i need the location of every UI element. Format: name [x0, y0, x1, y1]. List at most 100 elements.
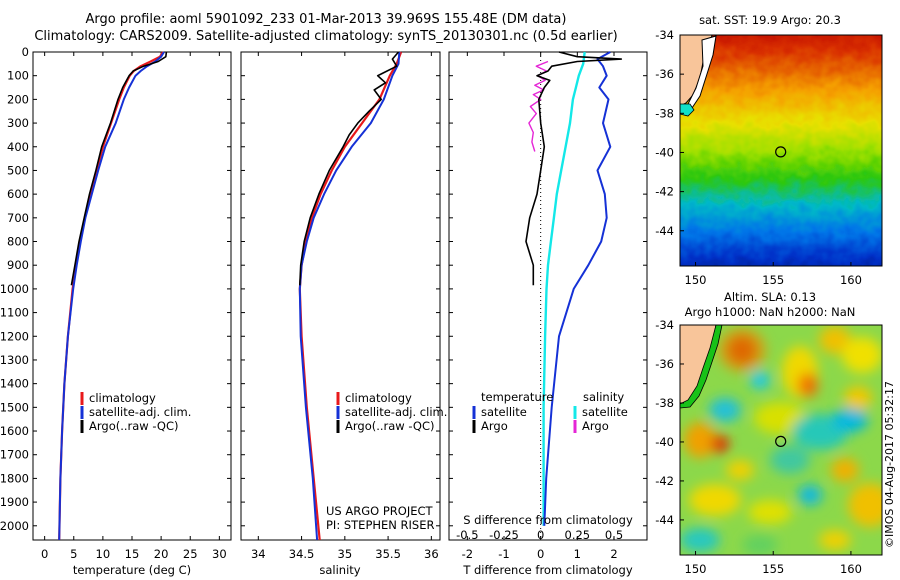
depth-tick-label: 1400 — [0, 377, 29, 391]
map-y-tick-label: -34 — [655, 318, 674, 332]
sla-coastal-band — [680, 325, 723, 409]
depth-tick-label: 400 — [7, 140, 29, 154]
s-tick-label: 0.25 — [565, 528, 591, 542]
sst-heatmap — [680, 35, 882, 266]
temperature-argo-diff-line — [525, 51, 623, 286]
depth-tick-label: 200 — [7, 92, 29, 106]
x-tick-label: 15 — [125, 547, 140, 561]
salinity-xlabel: salinity — [319, 563, 360, 577]
pi-credit: PI: STEPHEN RISER — [326, 518, 435, 532]
depth-tick-label: 600 — [7, 187, 29, 201]
salinity-series — [298, 51, 403, 541]
legend-label-s-argo: Argo — [582, 419, 609, 433]
legend-label-s-satellite: satellite — [582, 405, 628, 419]
salinity-axes-frame — [240, 51, 441, 541]
x-tick-label: 35.5 — [375, 547, 401, 561]
x-tick-label: 35 — [338, 547, 353, 561]
satellite-salinity-line — [298, 51, 401, 541]
argo-temperature-line — [70, 51, 168, 286]
map-y-tick-label: -42 — [655, 185, 674, 199]
s-difference-label: S difference from climatology — [463, 513, 633, 527]
temperature-series — [58, 51, 168, 541]
x-tick-label: 5 — [70, 547, 77, 561]
legend-label-argo: Argo(..raw -QC) — [345, 419, 435, 433]
x-tick-label: 2 — [610, 547, 617, 561]
sst-field — [680, 35, 882, 266]
sla-map-axes: 150 155 160 -34 -36 -38 -40 -42 -44 — [655, 318, 862, 576]
satellite-temperature-line — [58, 51, 165, 541]
legend-label-t-argo: Argo — [481, 419, 508, 433]
sla-argo-position-marker — [775, 435, 787, 447]
map-x-tick-label: 155 — [762, 562, 784, 576]
depth-tick-label: 1300 — [0, 353, 29, 367]
sst-map-axes: 150 155 160 -34 -36 -38 -40 -42 -44 — [655, 28, 862, 287]
map-y-tick-label: -40 — [655, 435, 674, 449]
depth-tick-label: 1200 — [0, 329, 29, 343]
x-tick-label: -1 — [498, 547, 509, 561]
map-y-tick-label: -36 — [655, 357, 674, 371]
temperature-legend: climatology satellite-adj. clim. Argo(..… — [80, 391, 191, 433]
sst-map-frame — [679, 34, 883, 267]
depth-tick-label: 100 — [7, 69, 29, 83]
figure-title-line-1: Argo profile: aoml 5901092_233 01-Mar-20… — [85, 12, 567, 27]
sst-missing-data-strip — [687, 35, 717, 109]
x-tick-label: 25 — [183, 547, 198, 561]
sla-map-title: Altim. SLA: 0.13 — [724, 290, 816, 304]
map-x-tick-label: 150 — [685, 562, 707, 576]
figure-title-line-2: Climatology: CARS2009. Satellite-adjuste… — [34, 29, 618, 44]
x-tick-label: 1 — [574, 547, 581, 561]
depth-tick-label: 900 — [7, 258, 29, 272]
depth-tick-label: 800 — [7, 235, 29, 249]
x-tick-label: 10 — [96, 547, 111, 561]
s-tick-label: 0 — [537, 528, 544, 542]
sla-map-panel: Altim. SLA: 0.13 Argo h1000: NaN h2000: … — [655, 290, 883, 576]
salinity-satellite-diff-line — [542, 51, 586, 526]
sst-map-title: sat. SST: 19.9 Argo: 20.3 — [699, 13, 841, 27]
depth-tick-label: 1800 — [0, 471, 29, 485]
temperature-x-axis: 0 5 10 15 20 25 30 — [41, 52, 227, 561]
depth-tick-label: 1500 — [0, 400, 29, 414]
x-tick-label: 0 — [537, 547, 544, 561]
s-tick-label: -0.25 — [489, 528, 519, 542]
difference-panel: -2 -1 0 1 2 S difference from climatology -0… — [448, 51, 648, 577]
t-difference-xlabel: T difference from climatology — [462, 563, 633, 577]
depth-tick-label: 1000 — [0, 282, 29, 296]
map-x-tick-label: 155 — [762, 273, 784, 287]
imos-credit: ©IMOS 04-Aug-2017 05:32:17 — [883, 381, 896, 548]
x-tick-label: 30 — [212, 547, 227, 561]
legend-label-climatology: climatology — [345, 391, 412, 405]
difference-legend: temperature satellite Argo salinity sate… — [472, 390, 628, 433]
depth-tick-label: 700 — [7, 211, 29, 225]
temperature-axes-frame — [32, 51, 232, 541]
map-y-tick-label: -44 — [655, 513, 674, 527]
map-y-tick-label: -42 — [655, 474, 674, 488]
sla-map-subtitle: Argo h1000: NaN h2000: NaN — [685, 305, 856, 319]
legend-label-satellite: satellite-adj. clim. — [345, 405, 447, 419]
map-y-tick-label: -34 — [655, 28, 674, 42]
depth-axis: 0 100 200 300 400 500 600 700 800 900 1000 1100 1200… — [0, 45, 231, 533]
salinity-panel: 34 34.5 35 35.5 36 salinity climatology sate… — [240, 51, 447, 577]
legend-heading-temperature: temperature — [481, 390, 553, 404]
legend-label-satellite: satellite-adj. clim. — [89, 405, 191, 419]
x-tick-label: 20 — [154, 547, 169, 561]
difference-x-axis: -2 -1 0 1 2 — [449, 51, 647, 561]
salinity-x-axis: 34 34.5 35 35.5 36 — [241, 51, 440, 561]
map-y-tick-label: -36 — [655, 67, 674, 81]
x-tick-label: 36 — [424, 547, 439, 561]
s-tick-label: -0.5 — [456, 528, 478, 542]
s-difference-ticks: -0.5 -0.25 0 0.25 0.5 — [456, 528, 623, 542]
sst-argo-position-marker — [775, 146, 787, 158]
depth-tick-label: 0 — [22, 45, 29, 59]
map-x-tick-label: 160 — [840, 273, 862, 287]
sla-anomaly-blobs — [680, 326, 882, 555]
legend-label-argo: Argo(..raw -QC) — [89, 419, 179, 433]
depth-tick-label: 2000 — [0, 519, 29, 533]
map-y-tick-label: -40 — [655, 145, 674, 159]
depth-tick-label: 1100 — [0, 306, 29, 320]
argo-salinity-line — [299, 51, 400, 286]
temperature-satellite-diff-line — [543, 51, 612, 526]
depth-tick-label: 500 — [7, 163, 29, 177]
s-tick-label: 0.5 — [605, 528, 623, 542]
depth-tick-label: 1700 — [0, 448, 29, 462]
